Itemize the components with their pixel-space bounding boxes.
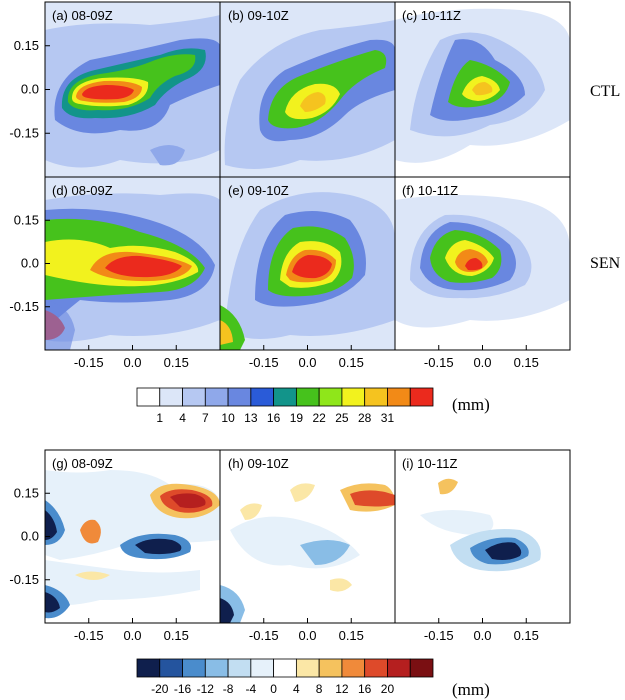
colorbar-bottom-unit: (mm) [452,680,490,699]
colorbar-top-swatch [296,388,319,406]
y-tick-label: 0.0 [21,82,39,97]
panel-b-label: (b) 09-10Z [228,8,289,23]
colorbar-bottom-swatch [410,659,433,677]
x-tick-label: 0.15 [164,628,189,643]
colorbar-top-tick-label: 4 [179,411,186,425]
colorbar-bottom-tick-label: 4 [293,682,300,696]
colorbar-bottom-tick-label: 0 [270,682,277,696]
colorbar-bottom-tick-label: 12 [335,682,349,696]
colorbar-bottom-swatch [387,659,410,677]
colorbar-top-tick-label: 19 [290,411,304,425]
colorbar-bottom-swatch [342,659,365,677]
colorbar-top-swatch [342,388,365,406]
colorbar-top-swatch [410,388,433,406]
x-tick-label: 0.15 [339,355,364,370]
colorbar-top-tick-label: 31 [381,411,395,425]
x-tick-label: 0.15 [339,628,364,643]
colorbar-bottom-swatch [365,659,388,677]
x-tick-label: -0.15 [74,355,104,370]
colorbar-top-swatch [319,388,342,406]
colorbar-bottom-tick-label: -20 [151,682,169,696]
panel-a [45,2,220,177]
colorbar-top-swatch [274,388,297,406]
colorbar-bottom-swatch [183,659,206,677]
x-tick-label: -0.15 [424,355,454,370]
y-tick-label: 0.15 [14,485,39,500]
colorbar-bottom-swatch [137,659,160,677]
colorbar-top-swatch [251,388,274,406]
colorbar-top-swatch [160,388,183,406]
colorbar-bottom-swatch [228,659,251,677]
panel-d [45,177,220,350]
colorbar-bottom-tick-label: -12 [197,682,215,696]
y-tick-label: -0.15 [9,125,39,140]
colorbar-top-swatch [137,388,160,406]
x-tick-label: 0.0 [123,628,141,643]
colorbar-bottom-swatch [319,659,342,677]
panel-d-label: (d) 08-09Z [52,183,113,198]
colorbar-top-tick-label: 13 [244,411,258,425]
y-tick-label: 0.0 [21,529,39,544]
x-tick-label: 0.15 [514,355,539,370]
colorbar-top-tick-label: 16 [267,411,281,425]
colorbar-bottom-tick-label: -4 [246,682,257,696]
panel-i-label: (i) 10-11Z [402,456,457,471]
y-tick-label: 0.15 [14,212,39,227]
x-tick-label: 0.0 [298,628,316,643]
panel-i [395,450,570,623]
colorbar-top-tick-label: 10 [221,411,235,425]
panel-c-label: (c) 10-11Z [402,8,461,23]
panel-h-label: (h) 09-10Z [228,456,289,471]
x-tick-label: 0.0 [298,355,316,370]
colorbar-top-swatch [228,388,251,406]
colorbar-top-tick-label: 7 [202,411,209,425]
panel-h [220,450,395,623]
x-tick-label: -0.15 [249,355,279,370]
y-tick-label: 0.0 [21,256,39,271]
colorbar-top-swatch [183,388,206,406]
row-label-sen: SEN [590,255,621,272]
panel-g-label: (g) 08-09Z [52,456,113,471]
colorbar-top-tick-label: 25 [335,411,349,425]
colorbar-top-swatch [365,388,388,406]
colorbar-top-swatch [387,388,410,406]
row-label-ctl: CTL [590,83,620,100]
colorbar-bottom-tick-label: -8 [223,682,234,696]
panel-f [395,177,570,350]
colorbar-bottom-tick-label: 8 [316,682,323,696]
x-tick-label: -0.15 [249,628,279,643]
colorbar-bottom-swatch [251,659,274,677]
x-tick-label: 0.0 [473,628,491,643]
colorbar-bottom-swatch [160,659,183,677]
panel-a-label: (a) 08-09Z [52,8,113,23]
x-tick-label: -0.15 [424,628,454,643]
colorbar-top-unit: (mm) [452,395,490,414]
x-tick-label: -0.15 [74,628,104,643]
y-tick-label: -0.15 [9,299,39,314]
colorbar-bottom-tick-label: 20 [381,682,395,696]
colorbar-top-swatch [205,388,228,406]
colorbar-bottom-swatch [296,659,319,677]
colorbar-top-tick-label: 22 [312,411,326,425]
x-tick-label: 0.0 [123,355,141,370]
x-tick-label: 0.15 [164,355,189,370]
colorbar-bottom-tick-label: 16 [358,682,372,696]
panel-b [220,2,395,177]
panel-e-label: (e) 09-10Z [228,183,289,198]
panel-c [395,2,570,177]
panel-g [45,450,220,623]
x-tick-label: 0.15 [514,628,539,643]
y-tick-label: -0.15 [9,572,39,587]
x-tick-label: 0.0 [473,355,491,370]
colorbar-bottom-swatch [205,659,228,677]
colorbar-bottom-tick-label: -16 [174,682,192,696]
colorbar-top-tick-label: 1 [156,411,163,425]
y-tick-label: 0.15 [14,38,39,53]
panel-f-label: (f) 10-11Z [402,183,458,198]
colorbar-top-tick-label: 28 [358,411,372,425]
colorbar-bottom-swatch [274,659,297,677]
panel-e [220,177,395,350]
